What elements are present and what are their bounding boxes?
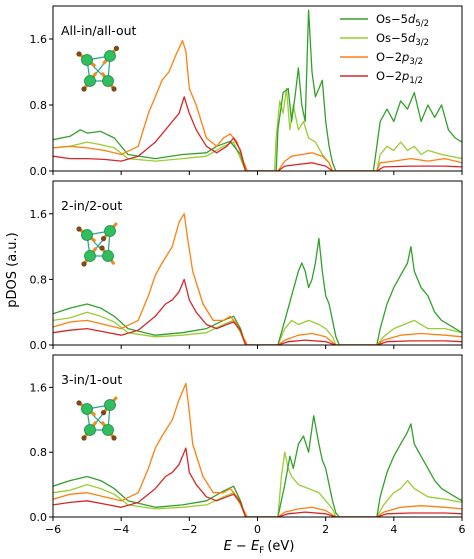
- y-tick-label: 0.8: [30, 273, 48, 286]
- os-atom: [81, 54, 93, 66]
- series-line-o12: [53, 278, 462, 345]
- legend-label-o32: O−2p3/2: [376, 50, 423, 67]
- x-tick-label: 4: [390, 523, 397, 536]
- spin-arrow-head: [100, 236, 107, 242]
- y-tick-label: 0.0: [30, 165, 48, 178]
- series-line-o12: [53, 447, 462, 517]
- spin-arrow-head: [76, 51, 82, 57]
- os-atom: [81, 403, 93, 415]
- spin-arrow-head: [99, 245, 105, 251]
- y-tick-label: 1.6: [30, 208, 48, 221]
- spin-arrow-head: [111, 435, 117, 441]
- spin-arrow-head: [76, 226, 82, 232]
- series-line-os52: [53, 9, 462, 171]
- y-tick-label: 0.8: [30, 99, 48, 112]
- spin-arrow-head: [111, 86, 117, 92]
- x-tick-label: 2: [322, 523, 329, 536]
- series-line-os32: [53, 311, 462, 345]
- series-line-o32: [53, 40, 462, 171]
- panel-title: 3-in/1-out: [61, 372, 122, 387]
- spin-arrow-head: [81, 86, 87, 92]
- series-line-os52: [53, 415, 462, 517]
- x-tick-label: 6: [459, 523, 466, 536]
- y-tick-label: 0.0: [30, 339, 48, 352]
- y-tick-label: 1.6: [30, 381, 48, 394]
- panel-title: All-in/all-out: [61, 23, 137, 38]
- legend-label-os52: Os−5d5/2: [376, 12, 429, 29]
- series-line-o12: [53, 96, 462, 171]
- structure-inset-icon: [76, 45, 120, 92]
- os-atom: [84, 250, 96, 262]
- x-axis-label: E − EF (eV): [224, 539, 295, 556]
- panel-1: 0.00.81.6All-in/all-outOs−5d5/2Os−5d3/2O…: [30, 5, 463, 178]
- x-tick-label: 0: [254, 523, 261, 536]
- legend-label-o12: O−2p1/2: [376, 69, 423, 86]
- structure-inset-icon: [76, 396, 118, 441]
- legend: Os−5d5/2 Os−5d3/2 O−2p3/2 O−2p1/2: [340, 12, 429, 86]
- os-atom: [84, 75, 96, 87]
- legend-label-os32: Os−5d3/2: [376, 31, 429, 48]
- x-tick-label: −4: [113, 523, 129, 536]
- os-atom: [102, 424, 114, 436]
- spin-arrow-head: [100, 410, 107, 416]
- y-axis-label: pDOS (a.u.): [5, 232, 20, 308]
- structure-inset-icon: [76, 222, 118, 267]
- spin-arrow-head: [76, 400, 82, 406]
- series-line-os32: [53, 451, 462, 517]
- y-tick-label: 0.8: [30, 446, 48, 459]
- os-atom: [104, 399, 116, 411]
- os-atom: [102, 250, 114, 262]
- os-atom: [84, 424, 96, 436]
- os-atom: [102, 75, 114, 87]
- x-tick-label: −2: [181, 523, 197, 536]
- spin-arrow-head: [81, 435, 87, 441]
- os-atom: [104, 225, 116, 237]
- panel-3: 0.0 0.8 1.6 −6 −4 −2 0 2 4 6 3-in/1-out: [30, 354, 466, 536]
- series-line-o32: [53, 213, 462, 345]
- series-line-o32: [53, 382, 462, 517]
- panel-title: 2-in/2-out: [61, 198, 122, 213]
- spin-arrow-head: [81, 261, 87, 267]
- os-atom: [104, 50, 116, 62]
- y-tick-label: 0.0: [30, 511, 48, 524]
- series-line-os52: [53, 237, 462, 345]
- spin-arrow-head: [113, 45, 120, 51]
- panel-2: 0.0 0.8 1.6 2-in/2-out: [30, 180, 463, 352]
- os-atom: [81, 229, 93, 241]
- y-tick-label: 1.6: [30, 33, 48, 46]
- x-tick-label: −6: [45, 523, 61, 536]
